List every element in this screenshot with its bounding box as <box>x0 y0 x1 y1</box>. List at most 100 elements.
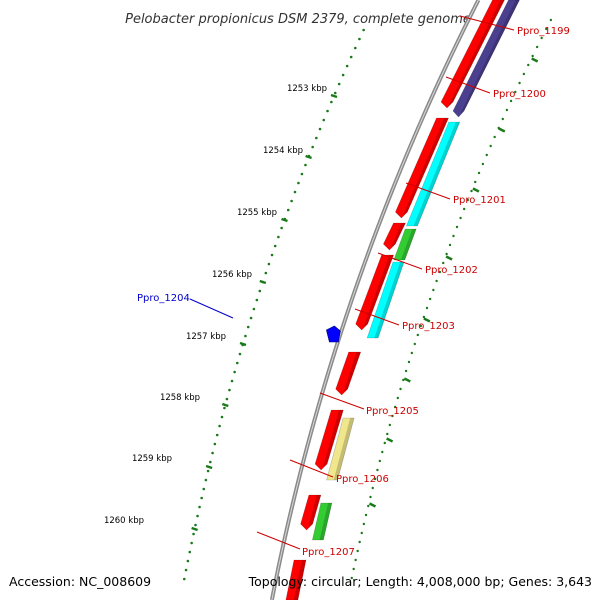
tick-dot <box>413 342 417 346</box>
tick-ring <box>182 18 553 581</box>
tick-mark <box>239 341 247 347</box>
tick-dot <box>345 64 349 68</box>
tick-dot <box>509 99 513 103</box>
tick-dot <box>358 37 361 41</box>
tick-dot <box>518 81 521 85</box>
cds-next-red[interactable] <box>285 559 307 600</box>
tick-dot <box>352 567 355 571</box>
tick-dot <box>196 514 199 518</box>
tick-dot <box>416 333 419 337</box>
tick-dot <box>466 198 470 202</box>
tick-dot <box>373 477 377 481</box>
cds-ppro-1203-red[interactable] <box>355 254 395 331</box>
tick-label: 1255 kbp <box>237 208 277 218</box>
tick-dot <box>360 531 363 535</box>
tick-dot <box>223 406 226 410</box>
tick-label: 1256 kbp <box>212 270 252 280</box>
gene-label-ppro-1202[interactable]: Ppro_1202 <box>425 265 478 276</box>
tick-dot <box>235 361 239 365</box>
cds-ppro-1201-red[interactable] <box>395 117 449 219</box>
cds-ppro-1202-green[interactable] <box>393 228 417 261</box>
cds-ppro-1206-red[interactable] <box>314 409 344 471</box>
tick-dot <box>202 487 206 491</box>
tick-dot <box>381 450 384 454</box>
tick-dot <box>244 334 247 338</box>
cds-ppro-1207-red[interactable] <box>300 494 322 531</box>
tick-dot <box>428 297 432 301</box>
tick-dot <box>501 117 504 121</box>
tick-dot <box>200 496 203 500</box>
tick-dot <box>470 189 473 193</box>
tick-dot <box>311 145 314 149</box>
tick-dot <box>354 46 357 50</box>
tick-dot <box>337 82 341 86</box>
tick-mark <box>368 502 377 508</box>
leader-line-ppro-1199 <box>459 15 515 31</box>
cds-ppro-1205-red[interactable] <box>335 351 362 396</box>
gene-label-ppro-1199[interactable]: Ppro_1199 <box>517 26 570 37</box>
tick-dot <box>549 18 553 22</box>
tick-dot <box>362 28 365 32</box>
tick-dot <box>459 216 462 220</box>
tick-dot <box>297 181 300 185</box>
tick-dot <box>545 27 548 31</box>
gene-label-ppro-1207[interactable]: Ppro_1207 <box>302 547 355 558</box>
tick-dot <box>326 109 329 113</box>
tick-dot <box>527 63 530 67</box>
tick-label: 1259 kbp <box>132 454 172 464</box>
cds-ppro-1204-blue[interactable] <box>326 325 341 343</box>
tick-label: 1253 kbp <box>287 84 327 94</box>
tick-mark <box>445 255 453 261</box>
tick-dot <box>354 558 357 562</box>
gene-label-ppro-1205[interactable]: Ppro_1205 <box>366 406 419 417</box>
tick-dot <box>252 307 256 311</box>
tick-dot <box>376 468 379 472</box>
genome-title: Pelobacter propionicus DSM 2379, complet… <box>125 12 471 27</box>
tick-dot <box>330 100 333 104</box>
cds-ppro-1201-cyan[interactable] <box>405 121 461 227</box>
gene-label-ppro-1206[interactable]: Ppro_1206 <box>336 474 389 485</box>
tick-labels: 1253 kbp 1254 kbp 1255 kbp 1256 kbp 1257… <box>104 84 327 526</box>
tick-dot <box>267 262 271 266</box>
tick-dot <box>404 369 408 373</box>
gene-label-ppro-1203[interactable]: Ppro_1203 <box>402 321 455 332</box>
tick-dot <box>462 207 466 211</box>
tick-dot <box>190 541 193 545</box>
tick-mark <box>305 154 312 160</box>
tick-label: 1257 kbp <box>186 332 226 342</box>
tick-dot <box>213 442 217 446</box>
tick-dot <box>452 234 455 238</box>
tick-mark <box>423 317 431 323</box>
tick-dot <box>396 396 399 400</box>
gene-label-ppro-1201[interactable]: Ppro_1201 <box>453 195 506 206</box>
tick-dot <box>432 288 435 292</box>
gene-label-ppro-1200[interactable]: Ppro_1200 <box>493 89 546 100</box>
tick-mark <box>205 464 213 470</box>
tick-dot <box>238 352 242 356</box>
tick-dot <box>246 325 250 329</box>
tick-dot <box>505 108 509 112</box>
cds-ppro-1199-purple[interactable] <box>452 0 520 118</box>
tick-dot <box>300 172 304 176</box>
cds-ppro-1202-red[interactable] <box>383 222 406 251</box>
tick-dot <box>286 208 290 212</box>
leader-line-ppro-1207 <box>256 531 301 550</box>
cds-ppro-1206-khaki[interactable] <box>326 417 355 481</box>
tick-dot <box>435 279 438 283</box>
tick-dot <box>333 91 337 95</box>
tick-dot <box>182 577 186 581</box>
gene-label-ppro-1204[interactable]: Ppro_1204 <box>137 293 190 304</box>
tick-mark <box>191 526 198 532</box>
tick-mark <box>221 402 229 408</box>
tick-dot <box>304 163 307 167</box>
tick-dot <box>442 261 445 265</box>
tick-dot <box>218 424 221 428</box>
tick-dot <box>388 423 392 427</box>
tick-dot <box>228 388 231 392</box>
cds-ppro-1207-green[interactable] <box>312 502 333 541</box>
tick-dot <box>270 253 274 257</box>
tick-dot <box>220 415 224 419</box>
backbone-highlight <box>271 0 479 600</box>
tick-dot <box>209 460 212 464</box>
tick-dot <box>410 351 414 355</box>
